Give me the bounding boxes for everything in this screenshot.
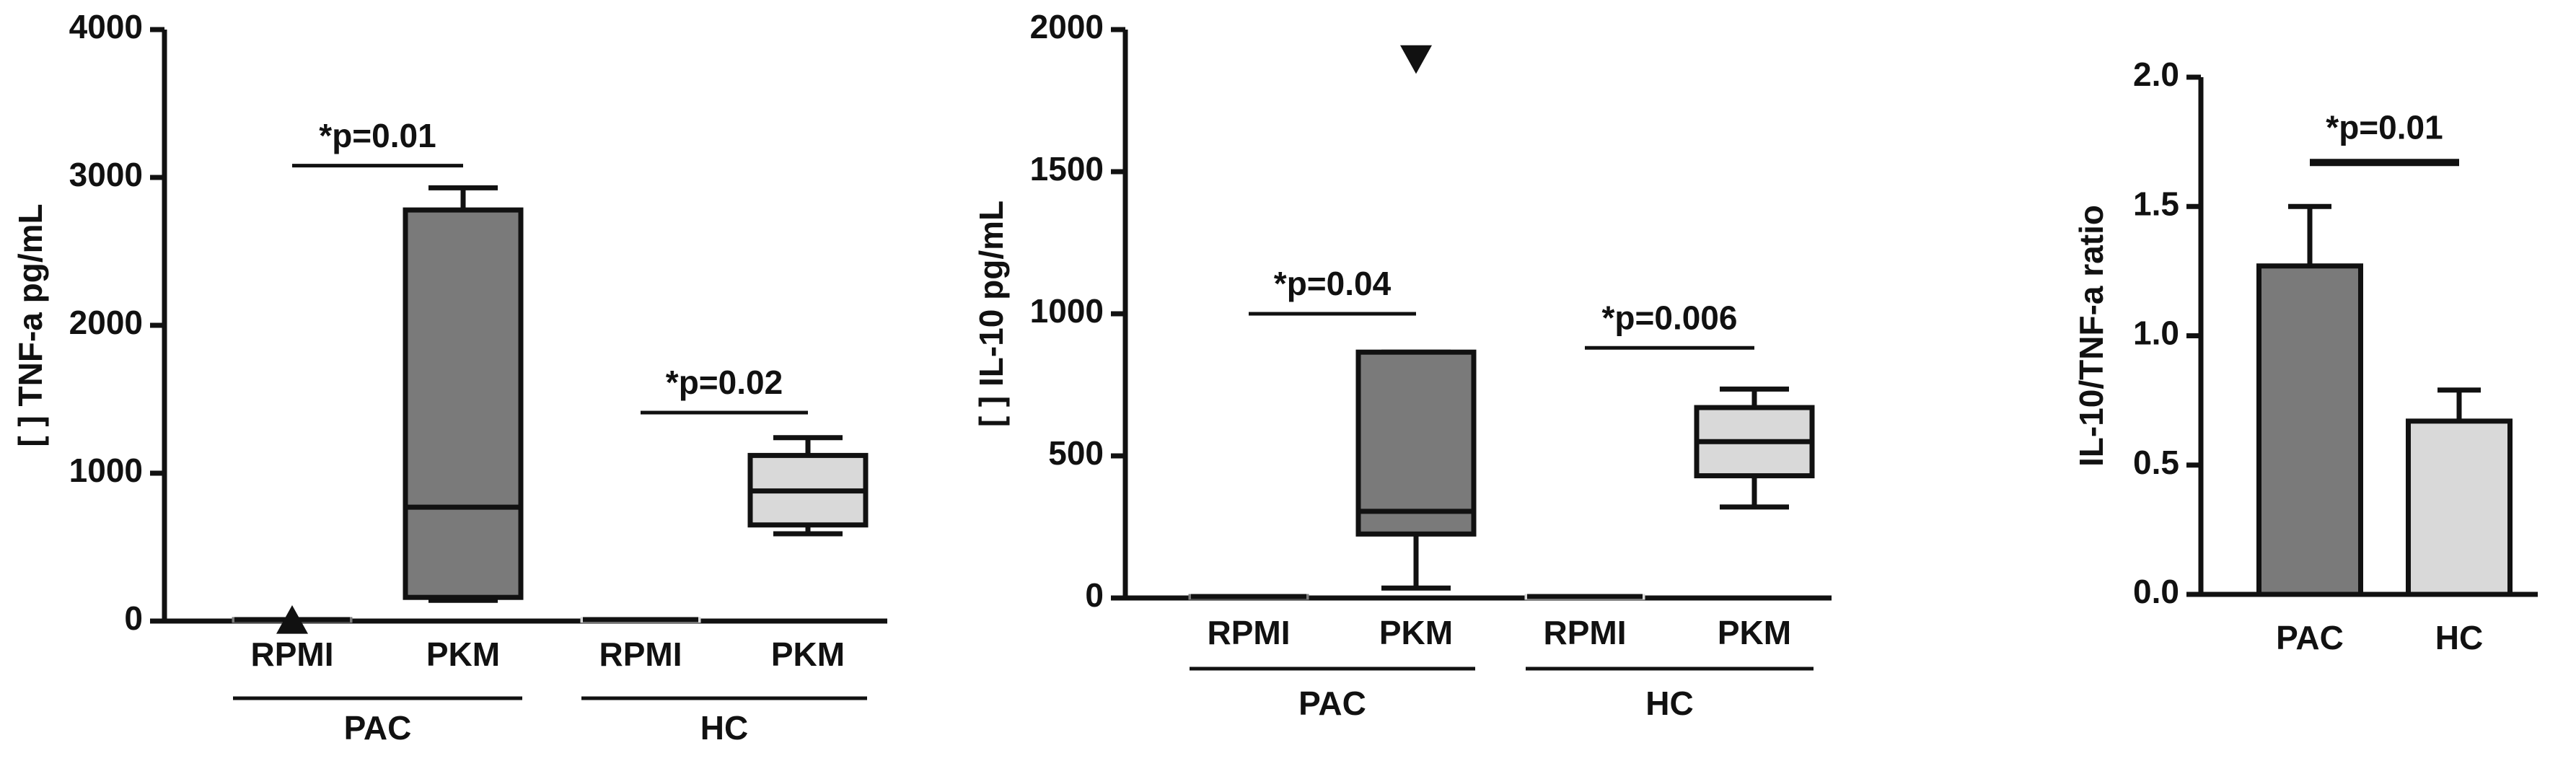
y-tick-label: 1.0 (2133, 314, 2179, 352)
box (1355, 349, 1477, 537)
x-tick-label: RPMI (1208, 614, 1291, 651)
comparison-label: *p=0.04 (1274, 265, 1392, 302)
y-tick-label: 0 (1085, 576, 1104, 614)
group-label: HC (700, 709, 748, 747)
comparison-label: *p=0.02 (666, 364, 783, 401)
outlier (276, 605, 308, 634)
y-tick-label: 0 (124, 599, 143, 637)
outlier (1400, 45, 1432, 74)
y-tick-label: 4000 (69, 8, 143, 45)
y-tick-label: 2000 (69, 304, 143, 341)
group-label: PAC (1298, 685, 1366, 722)
comparison-label: *p=0.01 (2326, 108, 2443, 146)
y-tick-label: 0.5 (2133, 444, 2179, 481)
comparison-label: *p=0.006 (1602, 299, 1738, 336)
y-tick-label: 2.0 (2133, 56, 2179, 93)
comparison-label: *p=0.01 (319, 117, 436, 154)
y-tick-label: 3000 (69, 156, 143, 193)
x-tick-label: RPMI (1544, 614, 1627, 651)
y-axis-label: [ ] TNF-a pg/mL (12, 203, 49, 447)
y-tick-label: 500 (1048, 434, 1104, 472)
x-tick-label: RPMI (599, 635, 682, 673)
y-tick-label: 2000 (1030, 8, 1104, 45)
x-tick-label: PKM (426, 635, 500, 673)
bar (2406, 418, 2513, 597)
bar (2256, 263, 2363, 597)
x-tick-label: PKM (1379, 614, 1453, 651)
y-axis-label: [ ] IL-10 pg/mL (972, 201, 1010, 427)
group-label: HC (1645, 685, 1693, 722)
group-label: PAC (344, 709, 412, 747)
y-tick-label: 1000 (1030, 292, 1104, 330)
y-tick-label: 1500 (1030, 150, 1104, 188)
box (403, 207, 524, 600)
y-tick-label: 1000 (69, 452, 143, 489)
x-tick-label: PKM (1718, 614, 1791, 651)
y-tick-label: 1.5 (2133, 185, 2179, 222)
x-tick-label: PKM (771, 635, 845, 673)
x-tick-label: RPMI (251, 635, 334, 673)
y-tick-label: 0.0 (2133, 573, 2179, 610)
x-tick-label: HC (2435, 619, 2483, 656)
x-tick-label: PAC (2276, 619, 2344, 656)
y-axis-label: IL-10/TNF-a ratio (2072, 205, 2110, 467)
